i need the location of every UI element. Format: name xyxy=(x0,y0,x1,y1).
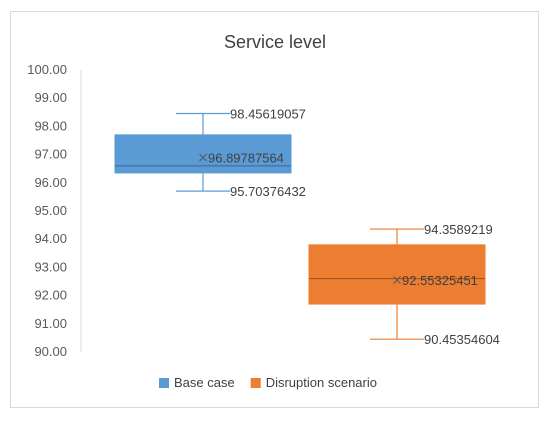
mean-data-label: 92.55325451 xyxy=(402,273,478,288)
legend-label: Base case xyxy=(174,375,235,390)
box-plot-svg: Service level 100.00 99.00 98.00 97.00 96.00… xyxy=(27,32,500,390)
iqr-box xyxy=(308,244,486,305)
mean-marker xyxy=(393,276,401,284)
max-data-label: 94.3589219 xyxy=(424,222,493,237)
legend-label: Disruption scenario xyxy=(266,375,377,390)
min-data-label: 90.45354604 xyxy=(424,332,500,347)
y-tick-labels: 100.00 99.00 98.00 97.00 96.00 95.00 94.00 93.0… xyxy=(27,62,67,359)
max-data-label: 98.45619057 xyxy=(230,107,306,122)
legend: Base case Disruption scenario xyxy=(159,375,377,390)
y-tick-label: 95.00 xyxy=(34,203,67,218)
chart-title: Service level xyxy=(224,32,326,52)
y-tick-label: 90.00 xyxy=(34,344,67,359)
y-tick-label: 98.00 xyxy=(34,118,67,133)
box-disruption-scenario: 94.3589219 92.55325451 90.45354604 xyxy=(308,222,500,347)
y-tick-label: 97.00 xyxy=(34,147,67,162)
box-base-case: 98.45619057 96.89787564 95.70376432 xyxy=(114,107,306,199)
legend-swatch xyxy=(250,378,261,388)
iqr-box xyxy=(114,134,292,174)
y-tick-label: 92.00 xyxy=(34,288,67,303)
y-tick-label: 91.00 xyxy=(34,316,67,331)
y-tick-label: 94.00 xyxy=(34,231,67,246)
chart-area: Service level 100.00 99.00 98.00 97.00 96.00… xyxy=(10,11,539,408)
mean-marker xyxy=(199,153,207,162)
y-tick-label: 100.00 xyxy=(27,62,67,77)
min-data-label: 95.70376432 xyxy=(230,184,306,199)
legend-swatch xyxy=(159,378,169,388)
y-tick-label: 93.00 xyxy=(34,259,67,274)
box-series: 98.45619057 96.89787564 95.70376432 94.3589… xyxy=(114,107,500,347)
y-tick-label: 96.00 xyxy=(34,175,67,190)
y-tick-label: 99.00 xyxy=(34,90,67,105)
mean-data-label: 96.89787564 xyxy=(208,150,284,165)
